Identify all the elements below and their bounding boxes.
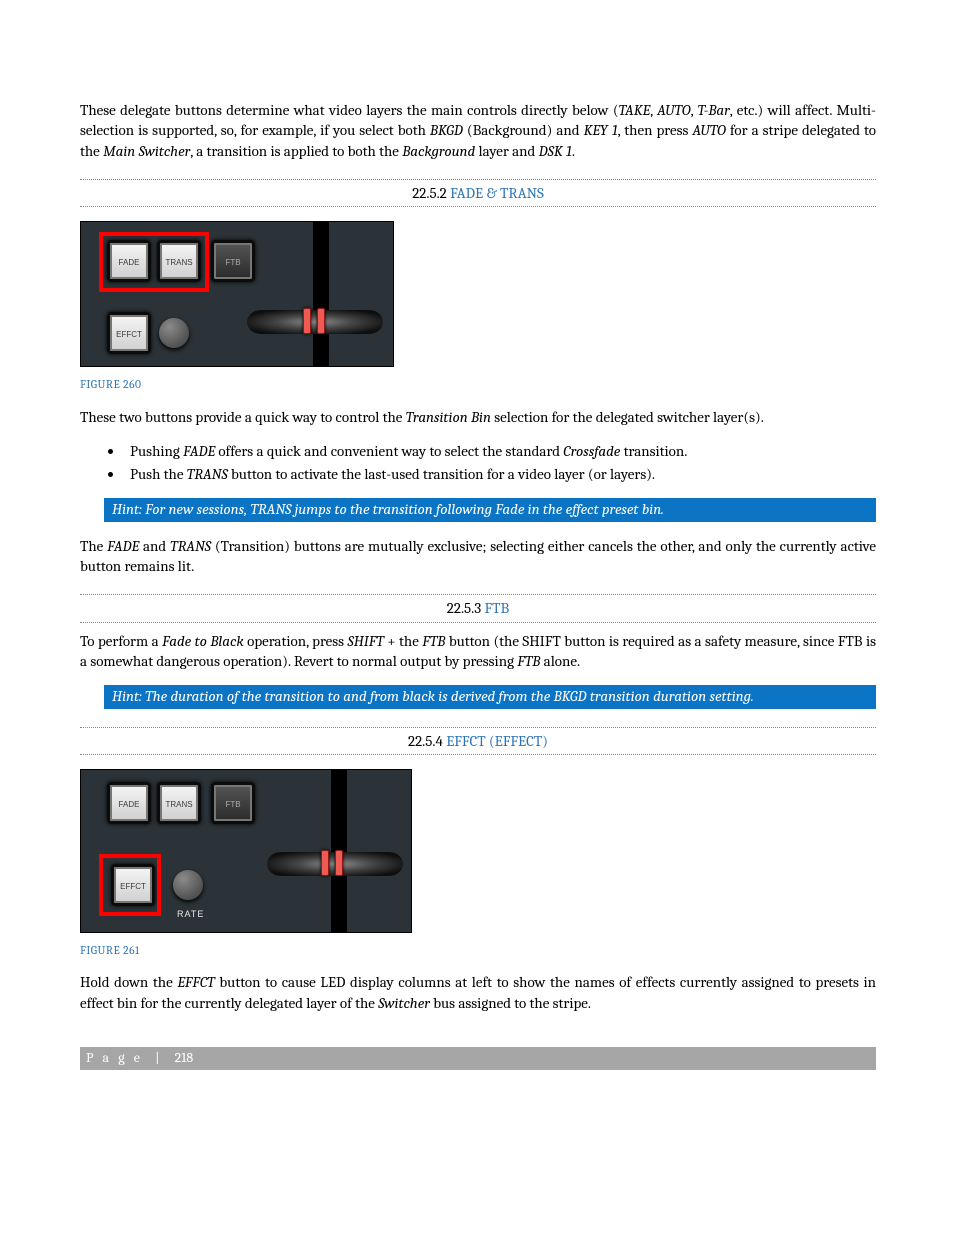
- figure-261: FADE TRANS FTB EFFCT RATE: [80, 769, 876, 933]
- rate-knob: [173, 870, 203, 900]
- bullet-item: Pushing FADE offers a quick and convenie…: [124, 441, 876, 461]
- section-heading-ftb: 22.5.3 FTB: [80, 594, 876, 622]
- section-title: EFFCT (EFFECT): [446, 732, 548, 750]
- hint-trans: Hint: For new sessions, TRANS jumps to t…: [104, 498, 876, 522]
- tbar-stem: [313, 222, 329, 367]
- fade-trans-exclusive-paragraph: The FADE and TRANS (Transition) buttons …: [80, 536, 876, 577]
- section-heading-effct: 22.5.4 EFFCT (EFFECT): [80, 727, 876, 755]
- figure-261-image: FADE TRANS FTB EFFCT RATE: [80, 769, 412, 933]
- tbar-handle-right: [335, 850, 343, 876]
- rate-label: RATE: [177, 908, 204, 920]
- figure-261-caption: FIGURE 261: [80, 943, 876, 959]
- tbar-handle-left: [303, 308, 311, 334]
- tbar-handle-left: [321, 850, 329, 876]
- tbar-handle-right: [317, 308, 325, 334]
- section-heading-fade-trans: 22.5.2 FADE & TRANS: [80, 179, 876, 207]
- section-number: 22.5.4: [408, 732, 443, 750]
- ftb-button: FTB: [211, 240, 255, 282]
- section-title: FTB: [485, 599, 510, 617]
- effct-paragraph: Hold down the EFFCT button to cause LED …: [80, 972, 876, 1013]
- section-title: FADE & TRANS: [450, 184, 544, 202]
- figure-260-image: FADE TRANS FTB EFFCT: [80, 221, 394, 367]
- rate-knob: [159, 318, 189, 348]
- page-footer: P a g e | 218: [80, 1047, 876, 1070]
- section-number: 22.5.2: [412, 184, 447, 202]
- fade-button: FADE: [107, 782, 151, 824]
- highlight-box: [99, 232, 209, 292]
- highlight-box: [99, 854, 161, 916]
- hint-ftb: Hint: The duration of the transition to …: [104, 685, 876, 709]
- footer-sep: |: [155, 1049, 162, 1066]
- footer-page-label: P a g e: [86, 1049, 143, 1066]
- intro-paragraph: These delegate buttons determine what vi…: [80, 100, 876, 161]
- footer-page-number: 218: [175, 1049, 193, 1066]
- section-number: 22.5.3: [447, 599, 481, 617]
- effct-button: EFFCT: [107, 312, 151, 354]
- bullet-item: Push the TRANS button to activate the la…: [124, 464, 876, 484]
- ftb-button: FTB: [211, 782, 255, 824]
- tbar-body: [247, 310, 383, 334]
- trans-button: TRANS: [157, 782, 201, 824]
- bullet-list: Pushing FADE offers a quick and convenie…: [124, 441, 876, 485]
- figure-260-caption: FIGURE 260: [80, 377, 876, 393]
- fade-intro-paragraph: These two buttons provide a quick way to…: [80, 407, 876, 427]
- ftb-paragraph: To perform a Fade to Black operation, pr…: [80, 631, 876, 672]
- figure-260: FADE TRANS FTB EFFCT: [80, 221, 876, 367]
